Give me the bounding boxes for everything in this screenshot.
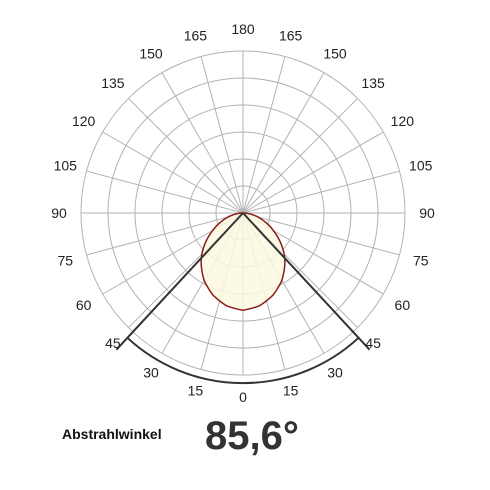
grid-spoke	[242, 212, 400, 256]
grid-spoke	[86, 212, 244, 256]
beam-line-left	[115, 212, 244, 351]
angle-label: 150	[323, 46, 347, 62]
grid-spoke	[242, 131, 384, 214]
grid-spoke	[242, 56, 286, 214]
grid-spoke	[242, 72, 325, 214]
grid-spoke	[128, 98, 244, 214]
angle-label: 75	[57, 253, 73, 269]
angle-labels: 0 15 30 45 60 75 90 105 120 135 150 165 180 15 30 45 60 7…	[51, 21, 435, 405]
grid-spoke	[242, 98, 358, 214]
angle-label: 45	[105, 335, 121, 351]
angle-label: 30	[327, 364, 343, 380]
angle-label: 30	[143, 364, 159, 380]
angle-label: 60	[395, 297, 411, 313]
grid-spoke	[242, 170, 400, 214]
beam-angle-value: 85,6°	[205, 414, 299, 458]
angle-label: 135	[361, 75, 385, 91]
light-distribution-curve	[200, 212, 286, 311]
angle-label: 15	[283, 383, 299, 399]
angle-label: 75	[413, 253, 429, 269]
beam-angle-arc	[126, 337, 360, 385]
angle-label: 165	[279, 27, 303, 43]
angle-label: 135	[101, 75, 125, 91]
angle-label: 180	[231, 21, 255, 37]
angle-label: 90	[419, 205, 435, 221]
beam-angle-layer	[115, 212, 371, 385]
angle-label: 45	[365, 335, 381, 351]
angle-label: 15	[188, 383, 204, 399]
grid-spoke	[102, 131, 244, 214]
light-distribution-layer	[200, 212, 286, 311]
grid-spoke	[161, 72, 244, 214]
beam-line-right	[242, 212, 371, 351]
angle-label: 90	[51, 205, 67, 221]
angle-label: 105	[409, 157, 433, 173]
beam-angle-caption: Abstrahlwinkel	[62, 426, 162, 442]
angle-label: 120	[72, 113, 96, 129]
angle-label: 60	[76, 297, 92, 313]
grid-spoke	[200, 56, 244, 214]
angle-label: 0	[239, 389, 247, 405]
angle-label: 105	[54, 157, 78, 173]
grid-spoke	[86, 170, 244, 214]
angle-label: 120	[391, 113, 415, 129]
angle-label: 165	[184, 27, 208, 43]
angle-label: 150	[139, 46, 163, 62]
